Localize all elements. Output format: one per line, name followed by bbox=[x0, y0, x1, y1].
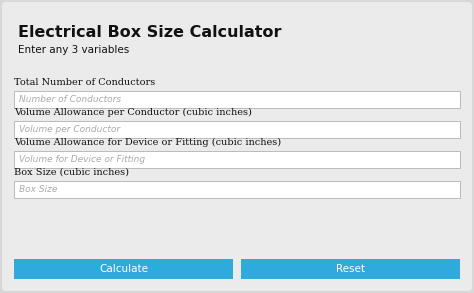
Text: Enter any 3 variables: Enter any 3 variables bbox=[18, 45, 129, 55]
Text: Number of Conductors: Number of Conductors bbox=[19, 95, 121, 104]
Text: Box Size: Box Size bbox=[19, 185, 57, 194]
Text: Total Number of Conductors: Total Number of Conductors bbox=[14, 78, 155, 87]
Text: Box Size (cubic inches): Box Size (cubic inches) bbox=[14, 168, 129, 177]
Text: Volume Allowance for Device or Fitting (cubic inches): Volume Allowance for Device or Fitting (… bbox=[14, 138, 281, 147]
Text: Volume for Device or Fitting: Volume for Device or Fitting bbox=[19, 155, 145, 164]
Text: Electrical Box Size Calculator: Electrical Box Size Calculator bbox=[18, 25, 282, 40]
Text: Volume Allowance per Conductor (cubic inches): Volume Allowance per Conductor (cubic in… bbox=[14, 108, 252, 117]
FancyBboxPatch shape bbox=[2, 2, 472, 291]
FancyBboxPatch shape bbox=[14, 121, 460, 138]
FancyBboxPatch shape bbox=[14, 181, 460, 198]
Text: Reset: Reset bbox=[336, 264, 365, 274]
Text: Calculate: Calculate bbox=[99, 264, 148, 274]
FancyBboxPatch shape bbox=[14, 91, 460, 108]
FancyBboxPatch shape bbox=[241, 259, 460, 279]
Text: Volume per Conductor: Volume per Conductor bbox=[19, 125, 120, 134]
FancyBboxPatch shape bbox=[14, 259, 233, 279]
FancyBboxPatch shape bbox=[14, 151, 460, 168]
